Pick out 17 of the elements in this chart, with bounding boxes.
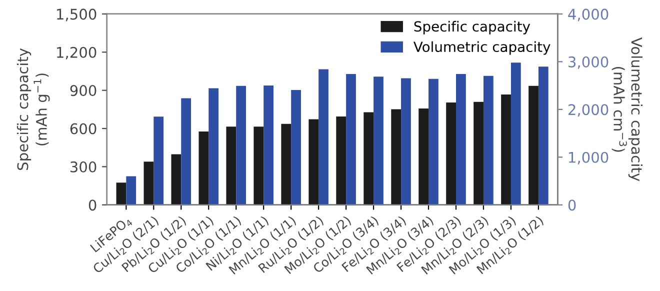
y-tick-label: 600 — [70, 123, 96, 134]
bar — [181, 98, 192, 205]
legend-label: Volumetric capacity — [414, 41, 550, 55]
y-tick-label: 300 — [70, 161, 96, 172]
y-tick-label: 900 — [70, 85, 96, 96]
y2-tick-label: 1,000 — [569, 152, 608, 164]
bar — [154, 116, 164, 205]
y-tick-label: 1,200 — [57, 46, 96, 60]
y-axis-title: Specific capacity (mAh g$^{−1}$) — [16, 48, 50, 170]
y2-tick-label: 3,000 — [568, 56, 608, 69]
y-tick-label: 0 — [88, 200, 96, 211]
y2-tick-label: 2,000 — [568, 104, 608, 117]
y-tick-label: 1,500 — [57, 8, 96, 22]
y2-tick-label: 4,000 — [568, 8, 608, 22]
legend-label: Specific capacity — [414, 20, 530, 34]
y2-tick-label: 0 — [568, 200, 576, 211]
y2-axis-title: Volumetric capacity (mAh cm$^{−3}$) — [612, 37, 643, 182]
